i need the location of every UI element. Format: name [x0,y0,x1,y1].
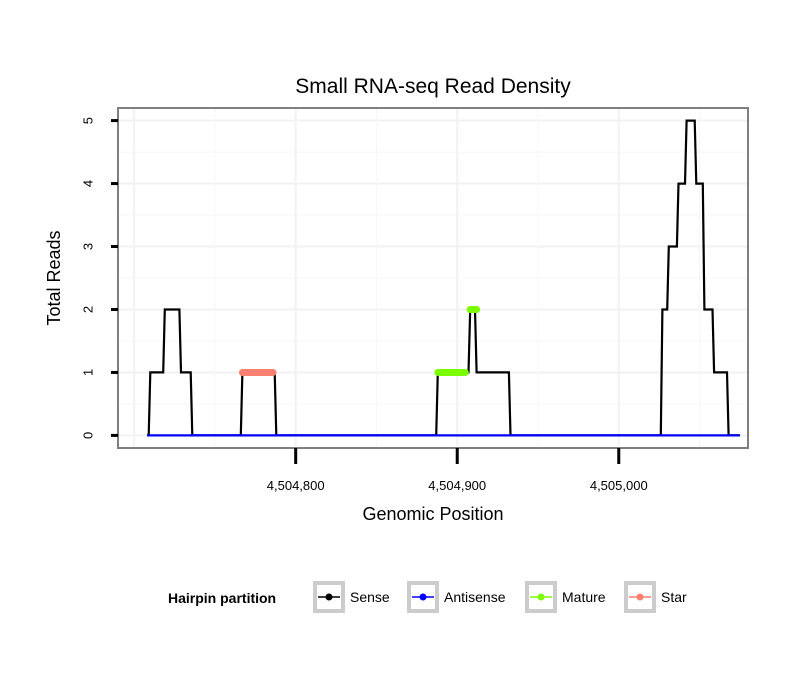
legend: Hairpin partition Sense Antisense Mature St… [168,581,687,613]
legend-dot-mature [537,593,545,601]
y-tick-label: 3 [81,243,96,250]
legend-label-sense: Sense [350,589,390,605]
legend-dot-antisense [419,593,427,601]
legend-dot-sense [325,593,333,601]
y-tick-label: 1 [81,369,96,376]
x-tick-label: 4,504,800 [267,478,325,493]
series-layer [147,119,740,437]
legend-label-antisense: Antisense [444,589,506,605]
legend-label-star: Star [661,589,687,605]
gridlines [118,108,748,448]
axes: 0 1 2 3 4 5 4,504,800 4,504,900 4,505,000 [81,117,648,493]
y-axis-title: Total Reads [44,230,64,325]
y-tick-label: 2 [81,306,96,313]
y-tick-label: 5 [81,117,96,124]
chart-title: Small RNA-seq Read Density [295,75,571,98]
x-axis-title: Genomic Position [362,504,503,524]
plot-border [117,107,749,449]
x-tick-label: 4,504,900 [428,478,486,493]
sense-line [147,119,740,437]
legend-title: Hairpin partition [168,590,276,606]
legend-dot-star [636,593,644,601]
y-tick-label: 4 [81,180,96,187]
legend-label-mature: Mature [562,589,606,605]
y-tick-label: 0 [81,432,96,439]
x-tick-label: 4,505,000 [590,478,648,493]
